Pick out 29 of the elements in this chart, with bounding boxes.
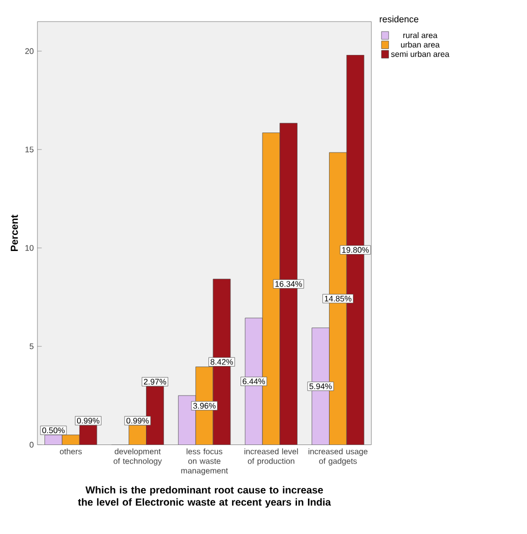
x-tick-label: less focus on waste management (181, 448, 228, 476)
legend-title: residence (380, 16, 418, 22)
legend-label: rural area (403, 32, 438, 38)
y-axis-title: Percent (10, 214, 18, 252)
x-axis-title: Which is the predominant root cause to increase the level of Electronic waste at recent years in India (78, 486, 332, 508)
data-label: 2.97% (144, 378, 166, 385)
data-label: 6.44% (242, 378, 266, 384)
legend-label: semi urban area (391, 50, 450, 57)
y-tick-label: 15 (26, 146, 34, 152)
bar (62, 434, 80, 445)
y-tick-label: 5 (30, 344, 34, 350)
data-label: 8.42% (210, 359, 234, 365)
data-label: 16.34% (276, 281, 302, 287)
data-label: 5.94% (310, 383, 332, 390)
x-tick-label: development of technology (114, 448, 162, 466)
data-label: 3.96% (193, 402, 216, 409)
y-tick-label: 20 (25, 48, 34, 54)
bar (44, 434, 62, 445)
data-label: 0.99% (77, 418, 100, 424)
data-label: 0.99% (126, 418, 149, 424)
data-label: 0.50% (42, 427, 65, 434)
x-tick-label: increased usage of gadgets (308, 448, 368, 466)
y-tick-label: 10 (26, 245, 34, 251)
x-tick-label: increased level of production (244, 448, 298, 466)
x-tick-label: others (60, 448, 82, 454)
legend-label: urban area (401, 42, 440, 48)
y-tick-label: 0 (30, 442, 34, 448)
data-label: 19.80% (342, 247, 369, 253)
data-label: 14.85% (324, 296, 352, 302)
